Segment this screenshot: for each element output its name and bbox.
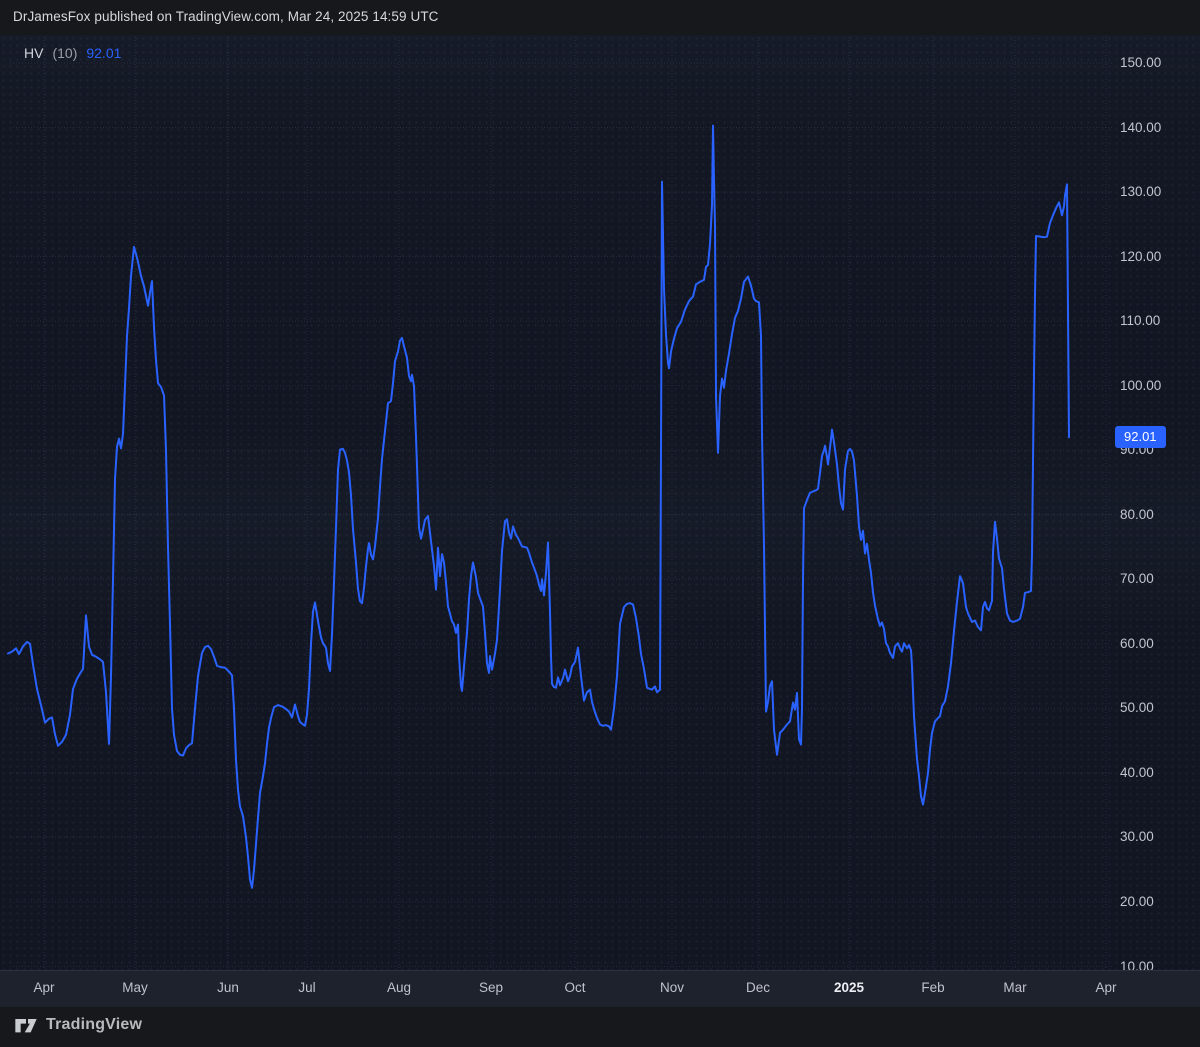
time-tick-label: Sep [478, 980, 504, 995]
hv-series-line [7, 124, 1070, 889]
time-tick-label: Mar [1003, 980, 1027, 995]
price-tick-label: 130.00 [1120, 184, 1162, 200]
time-tick-label: Aug [386, 980, 412, 995]
price-tick-label: 100.00 [1120, 377, 1162, 393]
price-tick-label: 120.00 [1120, 248, 1162, 264]
time-tick-label: Apr [33, 980, 55, 995]
indicator-value: 92.01 [86, 45, 122, 61]
time-tick-label: Oct [564, 980, 586, 995]
time-tick-label: Jul [298, 980, 316, 995]
indicator-legend[interactable]: HV (10) 92.01 [24, 45, 121, 61]
price-tick-label: 30.00 [1120, 829, 1154, 845]
brand-text: TradingView [46, 1016, 143, 1033]
hv-line-chart[interactable] [0, 0, 1200, 1005]
tradingview-logo[interactable]: TradingView [14, 1014, 142, 1036]
time-tick-label: Jun [217, 980, 239, 995]
time-tick-label: Feb [921, 980, 945, 995]
chart-area[interactable]: HV (10) 92.01 150.00 140.00 130.00 120.00 11… [0, 35, 1200, 974]
price-tick-label: 50.00 [1120, 700, 1154, 716]
time-tick-label: Nov [659, 980, 685, 995]
time-tick-label: May [122, 980, 148, 995]
indicator-params: (10) [52, 45, 78, 61]
tradingview-logo-icon [14, 1014, 38, 1036]
time-tick-label: 2025 [833, 980, 865, 995]
footer-bar: TradingView [0, 1006, 1200, 1047]
price-tick-label: 40.00 [1120, 764, 1154, 780]
attribution-text: DrJamesFox published on TradingView.com,… [13, 9, 439, 24]
price-tick-label: 80.00 [1120, 506, 1154, 522]
price-tick-label: 70.00 [1120, 571, 1154, 587]
price-tick-label: 150.00 [1120, 55, 1162, 70]
time-tick-label: Apr [1095, 980, 1117, 995]
last-price-label: 92.01 [1115, 426, 1166, 449]
price-tick-label: 110.00 [1120, 313, 1161, 329]
price-tick-label: 140.00 [1120, 119, 1162, 135]
time-scale[interactable]: Apr May Jun Jul Aug Sep Oct Nov Dec 2025 Feb Mar Apr [0, 970, 1200, 1007]
price-tick-label: 20.00 [1120, 893, 1154, 909]
indicator-name: HV [24, 45, 44, 61]
time-tick-label: Dec [745, 980, 771, 995]
price-tick-label: 10.00 [1120, 958, 1154, 974]
price-tick-label: 60.00 [1120, 635, 1154, 651]
attribution-bar: DrJamesFox published on TradingView.com,… [0, 0, 1200, 35]
